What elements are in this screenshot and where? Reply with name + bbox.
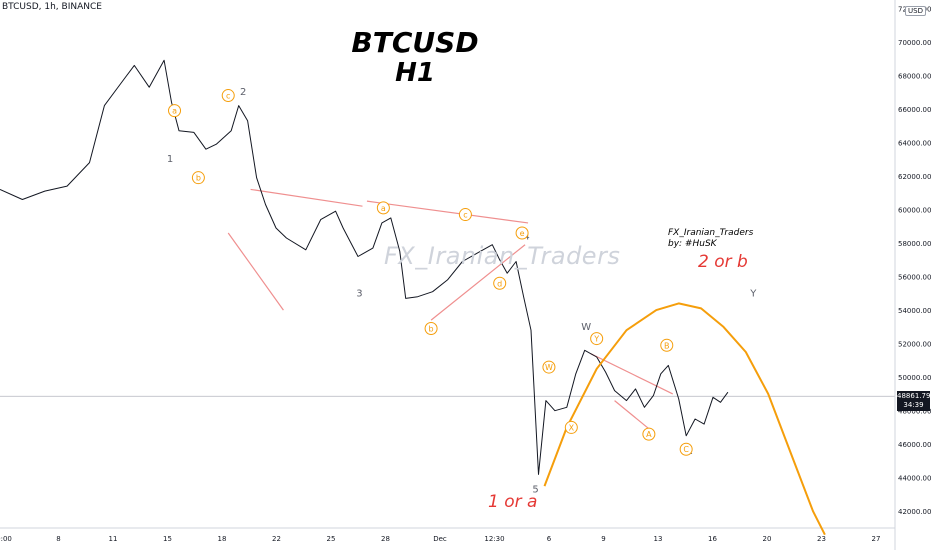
wave-label: 5 [532,484,538,495]
wave-label: c [226,92,230,101]
x-tick-label: 0:00 [0,535,12,543]
wave-label: e [520,229,525,238]
wave-label-circle [515,226,529,240]
wave-label: b [196,174,201,183]
wave-label: B [664,341,670,350]
y-tick-label: 70000.00 [898,39,931,47]
author-block: FX_Iranian_Traders by: #HuSK [668,228,753,250]
x-tick-label: Dec [433,535,447,543]
x-tick-label: 22 [272,535,281,543]
y-tick-label: 46000.00 [898,441,931,449]
y-tick-label: 66000.00 [898,106,931,114]
wave-labels: 12345WXYabcabcdeWXYABC [167,87,757,495]
trendline [227,232,284,311]
price-series [0,59,826,536]
y-tick-label: 60000.00 [898,207,931,215]
chart-title: BTCUSD H1 [340,26,490,89]
trendline [430,244,526,321]
y-tick-label: 56000.00 [898,274,931,282]
wave-label-circle [424,322,438,336]
wave-label: 2 [240,87,246,98]
y-tick-label: 68000.00 [898,72,931,80]
x-tick-label: 16 [708,535,717,543]
projection-curve [543,302,826,536]
wave-label: Y [593,335,599,344]
x-tick-label: 23 [817,535,826,543]
symbol-header: BTCUSD, 1h, BINANCE [2,2,102,12]
y-tick-label: 42000.00 [898,508,931,516]
scenario-top-label: 2 or b [698,252,748,272]
x-tick-label: 15 [163,535,172,543]
trendline [614,400,654,433]
wave-label: C [683,445,689,454]
author-line2: by: #HuSK [668,239,717,249]
x-tick-label: 28 [381,535,390,543]
wave-label-circle [660,338,674,352]
wave-label-circle [221,89,235,103]
scenario-bottom-label: 1 or a [488,492,538,512]
y-tick-label: 62000.00 [898,173,931,181]
x-tick-label: 25 [327,535,336,543]
wave-label-circle [458,208,472,222]
x-tick-label: 18 [218,535,227,543]
trendline [250,188,363,207]
wave-label-circle [564,420,578,434]
wave-label: a [172,107,177,116]
price-line [0,59,729,475]
y-tick-label: 58000.00 [898,240,931,248]
y-tick-label: 48000.00 [898,408,931,416]
x-tick-label: 12:30 [484,535,504,543]
wave-label: Y [749,288,757,299]
wave-label: 1 [167,154,173,165]
author-line1: FX_Iranian_Traders [668,228,754,238]
wave-label-circle [679,442,693,456]
currency-button[interactable]: USD [905,6,926,16]
y-tick-label: 44000.00 [898,475,931,483]
y-tick-label: 54000.00 [898,307,931,315]
trendline [366,200,529,224]
wave-label: a [381,204,386,213]
x-tick-label: 9 [601,535,605,543]
title-line2: H1 [395,58,435,88]
wave-label: A [646,430,652,439]
current-price-value: 48861.79 [897,392,931,400]
wave-label-circle [542,360,556,374]
wave-label: W [581,322,591,333]
y-tick-label: 64000.00 [898,139,931,147]
wave-label: 3 [356,288,362,299]
wave-label-circle [191,171,205,185]
wave-label-circle [590,332,604,346]
wave-label: d [497,279,502,288]
wave-label-circle [376,201,390,215]
y-tick-label: 50000.00 [898,374,931,382]
wave-label-circle [493,276,507,290]
y-tick-label: 52000.00 [898,341,931,349]
wave-label: c [463,211,467,220]
title-line1: BTCUSD [351,26,479,59]
wave-label: b [429,325,434,334]
wave-label: X [569,423,575,432]
watermark-text: FX_Iranian_Traders [384,242,621,270]
x-tick-label: 27 [872,535,881,543]
wave-label: W [545,363,553,372]
x-tick-label: 13 [654,535,663,543]
wave-label-circle [168,104,182,118]
x-tick-label: 6 [547,535,552,543]
x-tick-label: 11 [109,535,118,543]
price-countdown: 34:39 [903,401,924,409]
x-tick-label: 8 [56,535,60,543]
current-price-label: 48861.79 34:39 [897,391,930,411]
wave-label-circle [642,427,656,441]
x-tick-label: 20 [763,535,772,543]
